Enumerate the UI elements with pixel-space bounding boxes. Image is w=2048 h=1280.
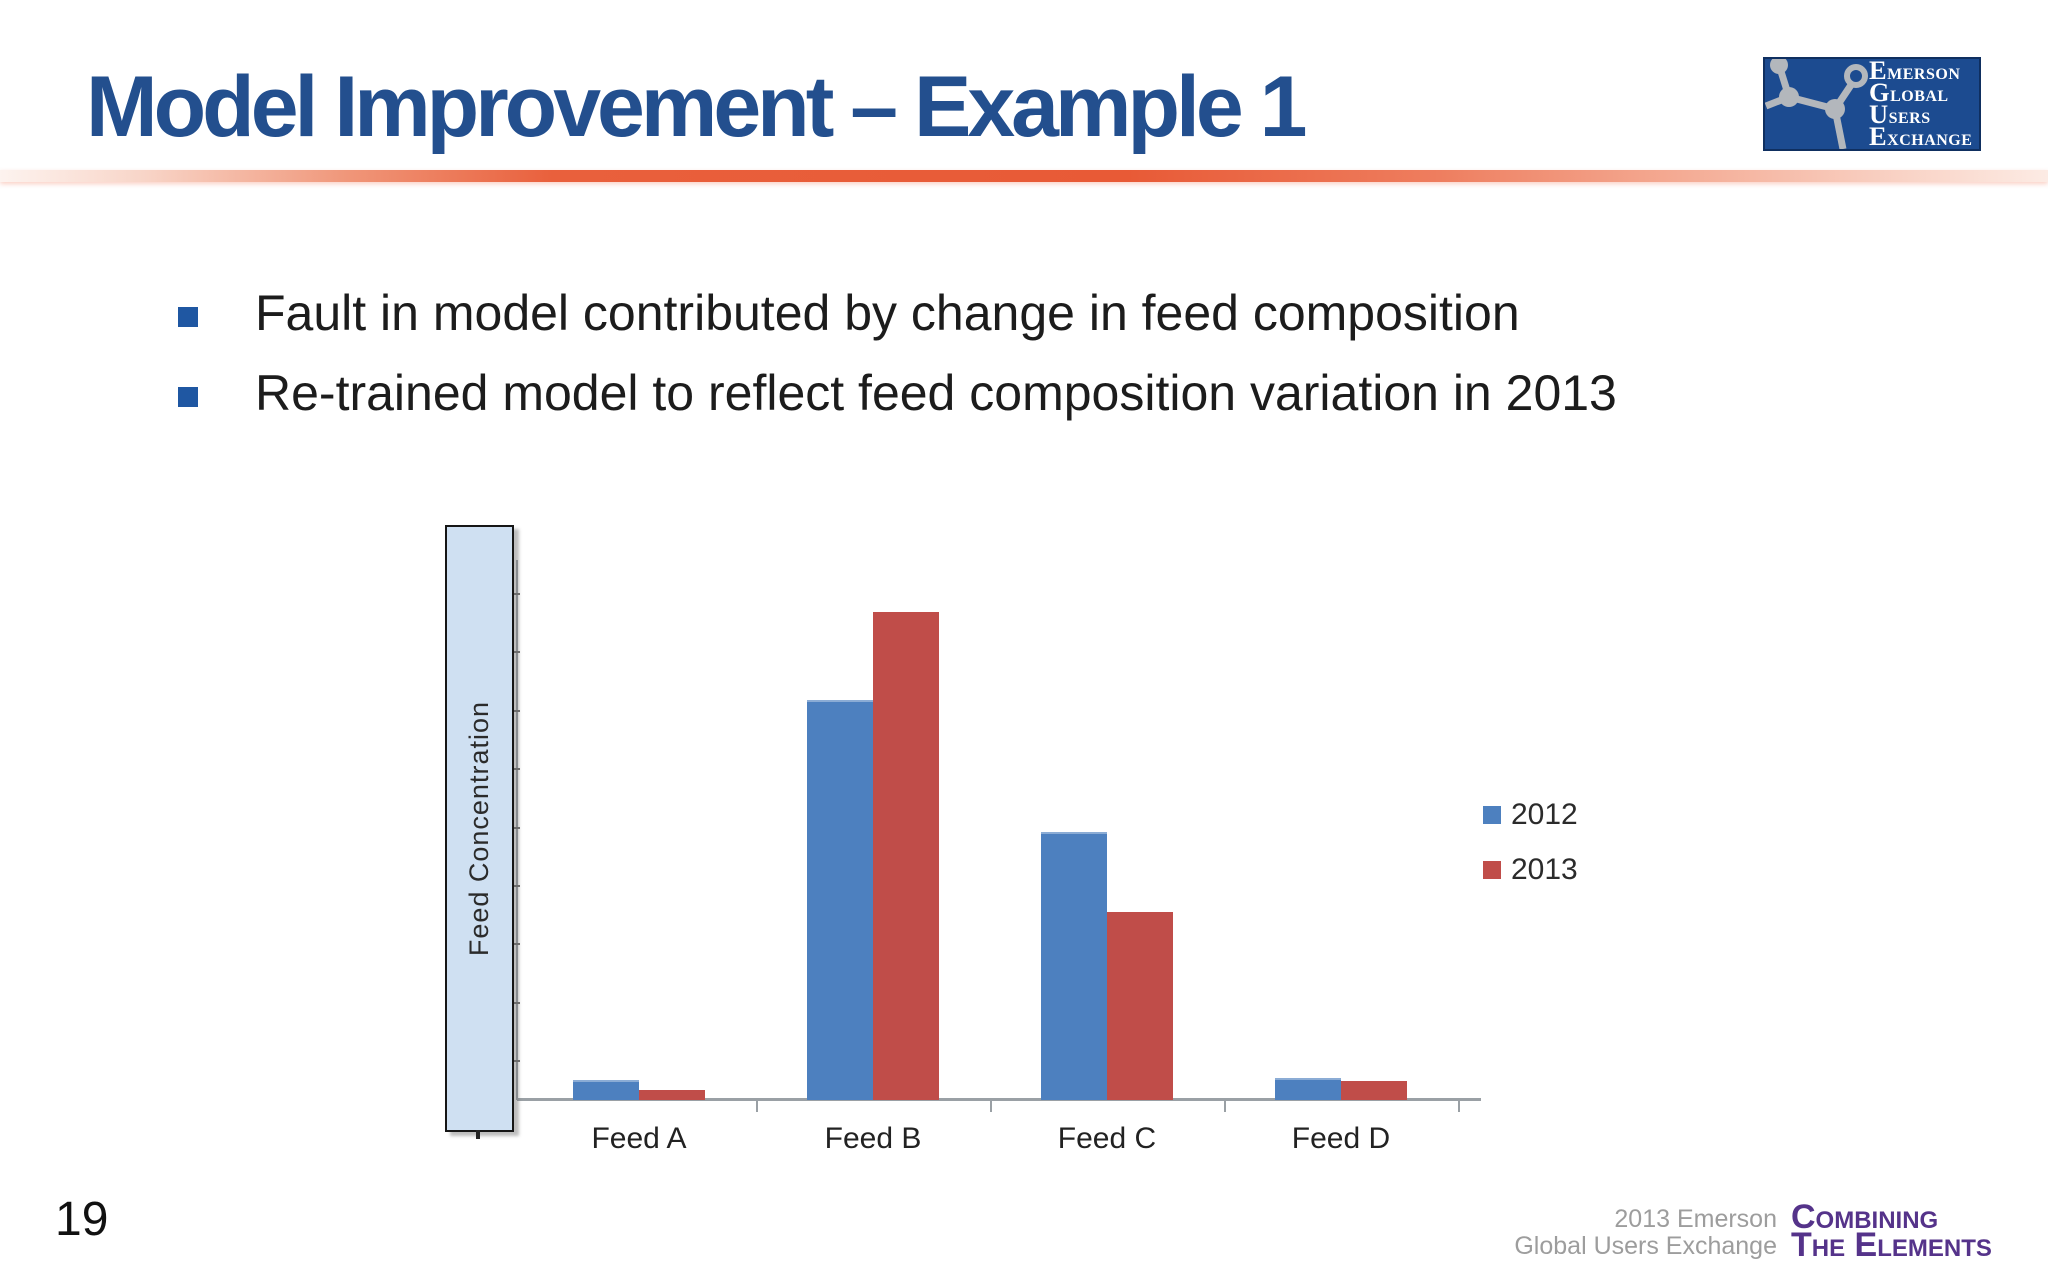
bar-2012-feed-d (1275, 1078, 1341, 1100)
logo-line: Global (1869, 77, 1949, 107)
footer-credit-line: Global Users Exchange (1514, 1232, 1777, 1260)
y-axis-tick (511, 1060, 520, 1062)
logo-wordmark: Emerson Global Users Exchange (1869, 55, 1973, 151)
page-number: 19 (55, 1193, 109, 1246)
y-axis-tick (511, 943, 520, 945)
title-divider (0, 170, 2048, 182)
y-axis-tick (511, 768, 520, 770)
bar-2013-feed-b (873, 612, 939, 1100)
y-axis-label-box: Feed Concentration (445, 525, 514, 1132)
category-label: Feed C (1057, 1122, 1157, 1155)
y-axis-label: Feed Concentration (464, 700, 494, 957)
x-axis-line (517, 1098, 1481, 1101)
footer-brand-logo: Combining The Elements (1791, 1198, 1992, 1264)
molecule-network-icon (1765, 59, 1868, 149)
legend-label: 2013 (1511, 853, 1578, 886)
x-axis-tick (756, 1100, 758, 1112)
y-axis-tick (511, 885, 520, 887)
bullet-square-icon (178, 387, 198, 407)
emerson-users-exchange-logo: Emerson Global Users Exchange (1763, 57, 1981, 151)
legend-label: 2012 (1511, 798, 1578, 831)
bar-2013-feed-d (1341, 1081, 1407, 1100)
bar-2012-feed-a (573, 1080, 639, 1100)
x-axis-tick (990, 1100, 992, 1112)
bullet-item: Fault in model contributed by change in … (178, 284, 1520, 342)
category-label: Feed A (591, 1122, 687, 1155)
x-axis-tick (1458, 1100, 1460, 1112)
bar-2013-feed-c (1107, 912, 1173, 1100)
bar-2013-feed-a (639, 1090, 705, 1100)
legend-item-2013: 2013 (1483, 853, 1578, 887)
x-axis-tick (1224, 1100, 1226, 1112)
footer-credit: 2013 Emerson Global Users Exchange (1514, 1206, 1777, 1260)
axis-origin-tick (476, 1130, 480, 1139)
category-label: Feed B (824, 1122, 922, 1155)
y-axis-line (516, 560, 518, 1100)
bullet-text: Fault in model contributed by change in … (255, 285, 1520, 341)
y-axis-tick (511, 710, 520, 712)
footer-credit-line: 2013 Emerson (1614, 1205, 1777, 1233)
logo-line: Exchange (1869, 121, 1973, 151)
y-axis-tick (511, 827, 520, 829)
y-axis-tick (511, 651, 520, 653)
category-label: Feed D (1291, 1122, 1391, 1155)
slide-title: Model Improvement – Example 1 (86, 59, 1307, 155)
legend-swatch-2013 (1483, 861, 1501, 879)
bullet-square-icon (178, 307, 198, 327)
logo-line: Emerson (1869, 55, 1961, 85)
bar-2012-feed-b (807, 700, 873, 1100)
legend-swatch-2012 (1483, 806, 1501, 824)
logo-line: Users (1869, 99, 1931, 129)
legend-item-2012: 2012 (1483, 798, 1578, 832)
bullet-item: Re-trained model to reflect feed composi… (178, 364, 1617, 422)
y-axis-tick (511, 1002, 520, 1004)
bullet-text: Re-trained model to reflect feed composi… (255, 365, 1617, 421)
footer-brand-line: Combining (1791, 1198, 1939, 1236)
footer-brand-line: The Elements (1791, 1226, 1992, 1264)
y-axis-tick (511, 593, 520, 595)
bar-2012-feed-c (1041, 832, 1107, 1100)
